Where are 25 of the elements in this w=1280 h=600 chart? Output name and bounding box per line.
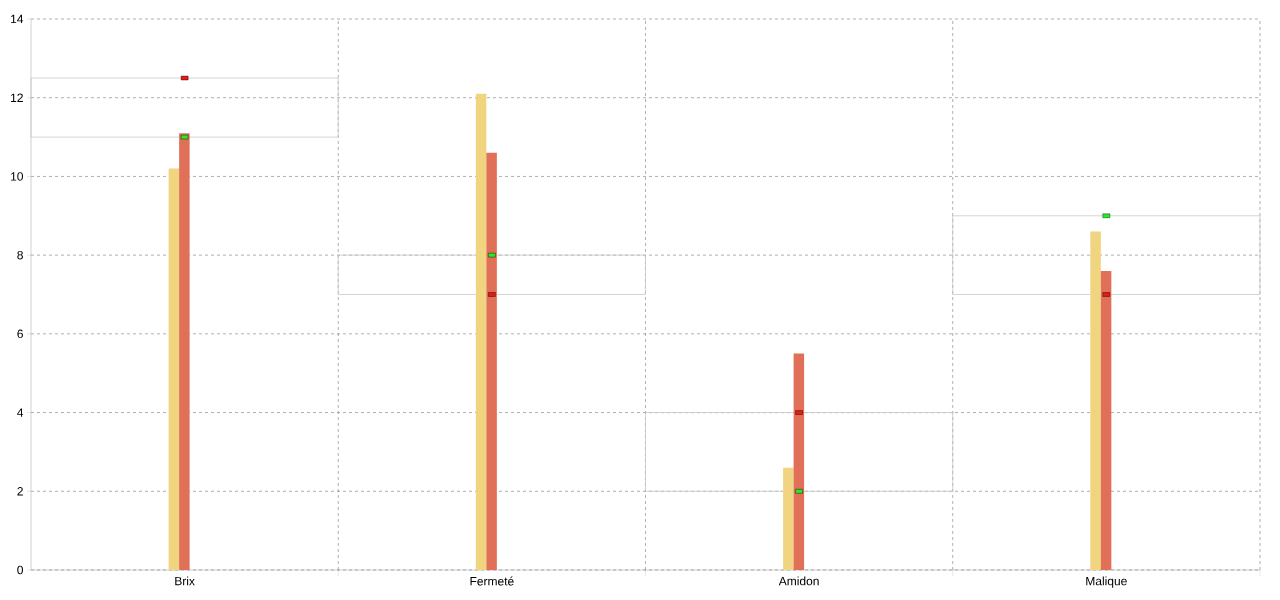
bar: [179, 133, 190, 570]
bar: [486, 152, 497, 570]
y-tick-label: 14: [11, 14, 24, 24]
y-tick-label: 12: [11, 93, 23, 102]
y-tick-label: 4: [17, 408, 24, 417]
bar: [475, 93, 487, 570]
bar: [645, 412, 954, 492]
y-tick-label: 0: [17, 565, 23, 575]
bar: [783, 467, 794, 570]
x-tick-label: Amidon: [778, 576, 819, 586]
bar: [952, 215, 1261, 295]
x-tick-label: Fermeté: [470, 576, 514, 586]
bar: [337, 254, 646, 295]
bar: [168, 168, 180, 570]
bar: [1090, 231, 1101, 570]
bar: [30, 77, 339, 138]
bar: [1100, 270, 1112, 570]
bar: [793, 353, 805, 570]
y-tick-label: 6: [17, 329, 23, 339]
y-tick-label: 8: [17, 250, 23, 260]
x-tick-label: Brix: [175, 576, 195, 586]
y-tick-label: 10: [11, 172, 23, 181]
x-tick-label: Malique: [1086, 576, 1127, 588]
point: [488, 252, 496, 258]
y-tick-label: 2: [17, 487, 23, 496]
